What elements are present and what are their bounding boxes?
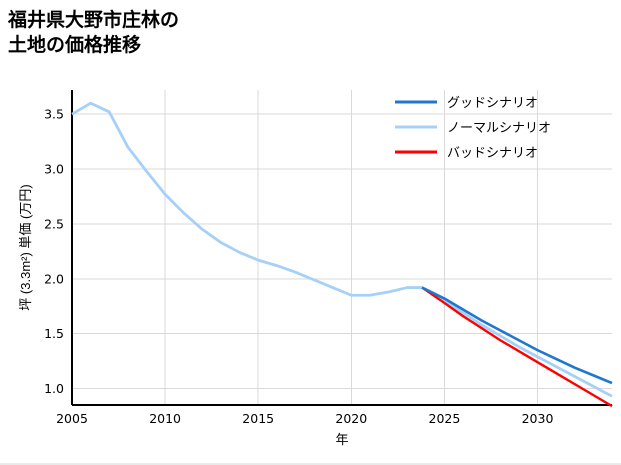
x-tick-label: 2015 [242, 411, 274, 426]
y-tick-label: 1.0 [44, 381, 64, 396]
x-tick-label: 2020 [335, 411, 367, 426]
title-line-2: 土地の価格推移 [8, 35, 142, 56]
page-title: 福井県大野市庄林の 土地の価格推移 [8, 8, 428, 58]
x-tick-label: 2010 [149, 411, 181, 426]
y-tick-label: 2.0 [44, 271, 64, 286]
gridlines-horizontal [72, 113, 612, 390]
y-axis-title: 坪 (3.3m²) 単価 (万円) [18, 184, 33, 310]
x-tick-label: 2030 [522, 411, 554, 426]
legend-label: バッドシナリオ [447, 145, 538, 160]
series-line [421, 286, 613, 385]
y-tick-label: 3.0 [44, 162, 64, 177]
y-tick-label: 3.5 [44, 107, 64, 122]
y-tick-label: 1.5 [44, 326, 64, 341]
legend-label: ノーマルシナリオ [447, 120, 551, 135]
series-line [421, 286, 613, 408]
x-axis-tick-labels: 2005 2010 2015 2020 2025 2030 [56, 411, 553, 426]
x-tick-label: 2025 [429, 411, 461, 426]
bottom-divider [0, 463, 621, 465]
y-tick-label: 2.5 [44, 216, 64, 231]
legend-label: グッドシナリオ [447, 95, 538, 110]
axis-spines [70, 90, 612, 407]
data-series [71, 101, 613, 408]
x-axis-title: 年 [335, 432, 348, 447]
x-tick-label: 2005 [56, 411, 88, 426]
title-line-1: 福井県大野市庄林の [8, 10, 180, 31]
gridlines-vertical [164, 90, 539, 405]
series-line [71, 101, 613, 398]
y-axis-tick-labels: 1.0 1.5 2.0 2.5 3.0 3.5 [44, 107, 64, 396]
